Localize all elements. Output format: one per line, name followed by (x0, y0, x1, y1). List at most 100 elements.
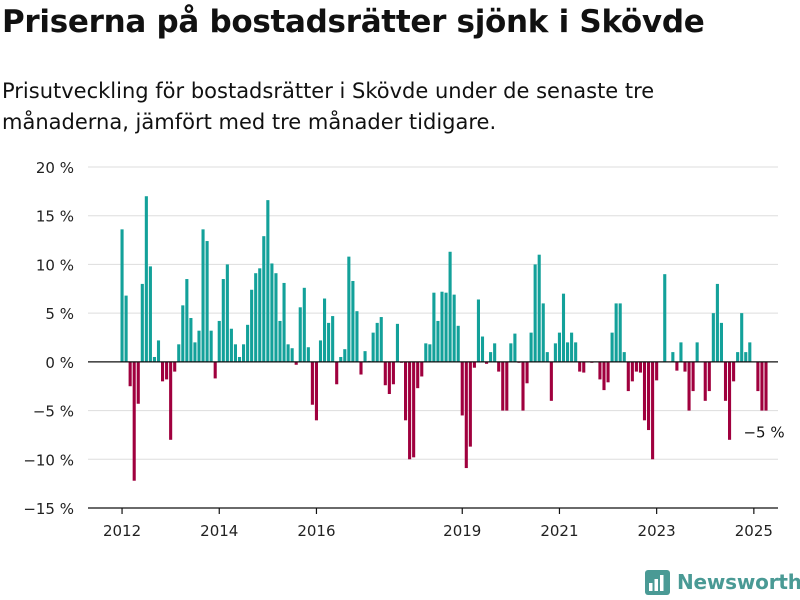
bar (302, 287, 306, 362)
bar (221, 279, 225, 362)
bar (748, 342, 752, 362)
bar (237, 356, 242, 362)
bar (395, 323, 399, 362)
bar (505, 361, 509, 411)
x-tick-label: 2023 (638, 522, 676, 540)
bar (278, 320, 282, 362)
x-tick-label: 2014 (200, 522, 238, 540)
bar (152, 356, 156, 362)
bar (343, 349, 347, 362)
bar (444, 292, 448, 362)
bar (513, 333, 517, 362)
bar (570, 332, 574, 362)
bar (476, 299, 480, 362)
bar (634, 361, 638, 372)
bar (165, 361, 169, 380)
bar (553, 343, 557, 362)
bar (294, 361, 298, 365)
bar (274, 273, 278, 362)
brand-name: Newsworthy (677, 570, 800, 594)
bar (225, 264, 229, 362)
bar (618, 303, 622, 362)
bar (736, 352, 740, 362)
bar (675, 361, 679, 371)
x-tick-label: 2016 (297, 522, 335, 540)
bar (719, 322, 723, 362)
y-tick-label: 15 % (36, 208, 74, 226)
bar (480, 336, 485, 362)
bar (132, 361, 136, 481)
x-tick-label: 2012 (103, 522, 141, 540)
bar (456, 325, 460, 362)
bar (436, 320, 440, 362)
bar (177, 344, 181, 362)
bar (574, 342, 578, 362)
bar (412, 361, 416, 458)
bar (327, 322, 331, 362)
bar (638, 361, 642, 373)
brand-logo: Newsworthy (645, 567, 800, 597)
bar (578, 361, 582, 372)
bar (691, 361, 695, 392)
bar (651, 361, 655, 460)
bar (201, 229, 205, 362)
y-tick-label: 0 % (45, 354, 74, 372)
bar (582, 361, 586, 373)
bar (217, 320, 221, 362)
bar (355, 311, 359, 362)
x-tick-label: 2021 (540, 522, 578, 540)
bar (290, 348, 294, 362)
bar (679, 342, 683, 362)
bar (557, 332, 561, 362)
bar (323, 298, 327, 362)
bar (351, 280, 355, 362)
bar (598, 361, 602, 380)
bar (655, 361, 659, 381)
bar (723, 361, 728, 401)
bar (363, 351, 367, 362)
bar (420, 361, 424, 377)
bar (695, 342, 699, 362)
bar (335, 361, 339, 385)
bar (193, 342, 197, 362)
bar (740, 313, 744, 362)
bar (489, 352, 493, 362)
bar (205, 241, 209, 362)
x-axis-ticks: 2012 2014 2016 2019 2021 2023 2025 (103, 508, 773, 540)
bar (379, 317, 383, 362)
bar (209, 330, 213, 362)
y-tick-label: 10 % (36, 256, 74, 274)
bar (671, 352, 675, 362)
bar (347, 256, 351, 362)
bar (647, 361, 651, 431)
bar (509, 343, 513, 362)
bar (391, 361, 395, 385)
bar (262, 236, 266, 362)
bar (298, 307, 302, 362)
bar (760, 361, 764, 411)
bar (728, 361, 732, 440)
bar (181, 305, 185, 362)
bar (387, 361, 391, 395)
bar (537, 254, 541, 362)
bar (339, 356, 343, 362)
bar (501, 361, 505, 411)
bar (493, 343, 497, 362)
bar (270, 263, 274, 362)
bar (331, 316, 335, 362)
bar (707, 361, 711, 392)
x-tick-label: 2019 (443, 522, 481, 540)
bar (169, 361, 173, 440)
bar (472, 361, 476, 368)
bar (161, 361, 165, 382)
bar (233, 344, 237, 362)
bar (485, 361, 489, 364)
bar (136, 361, 140, 404)
bar (266, 200, 270, 362)
bar (173, 361, 177, 372)
bar (424, 343, 428, 362)
bar (416, 361, 420, 389)
bar (561, 293, 566, 362)
y-tick-label: −5 % (33, 403, 74, 421)
bar (156, 340, 161, 362)
